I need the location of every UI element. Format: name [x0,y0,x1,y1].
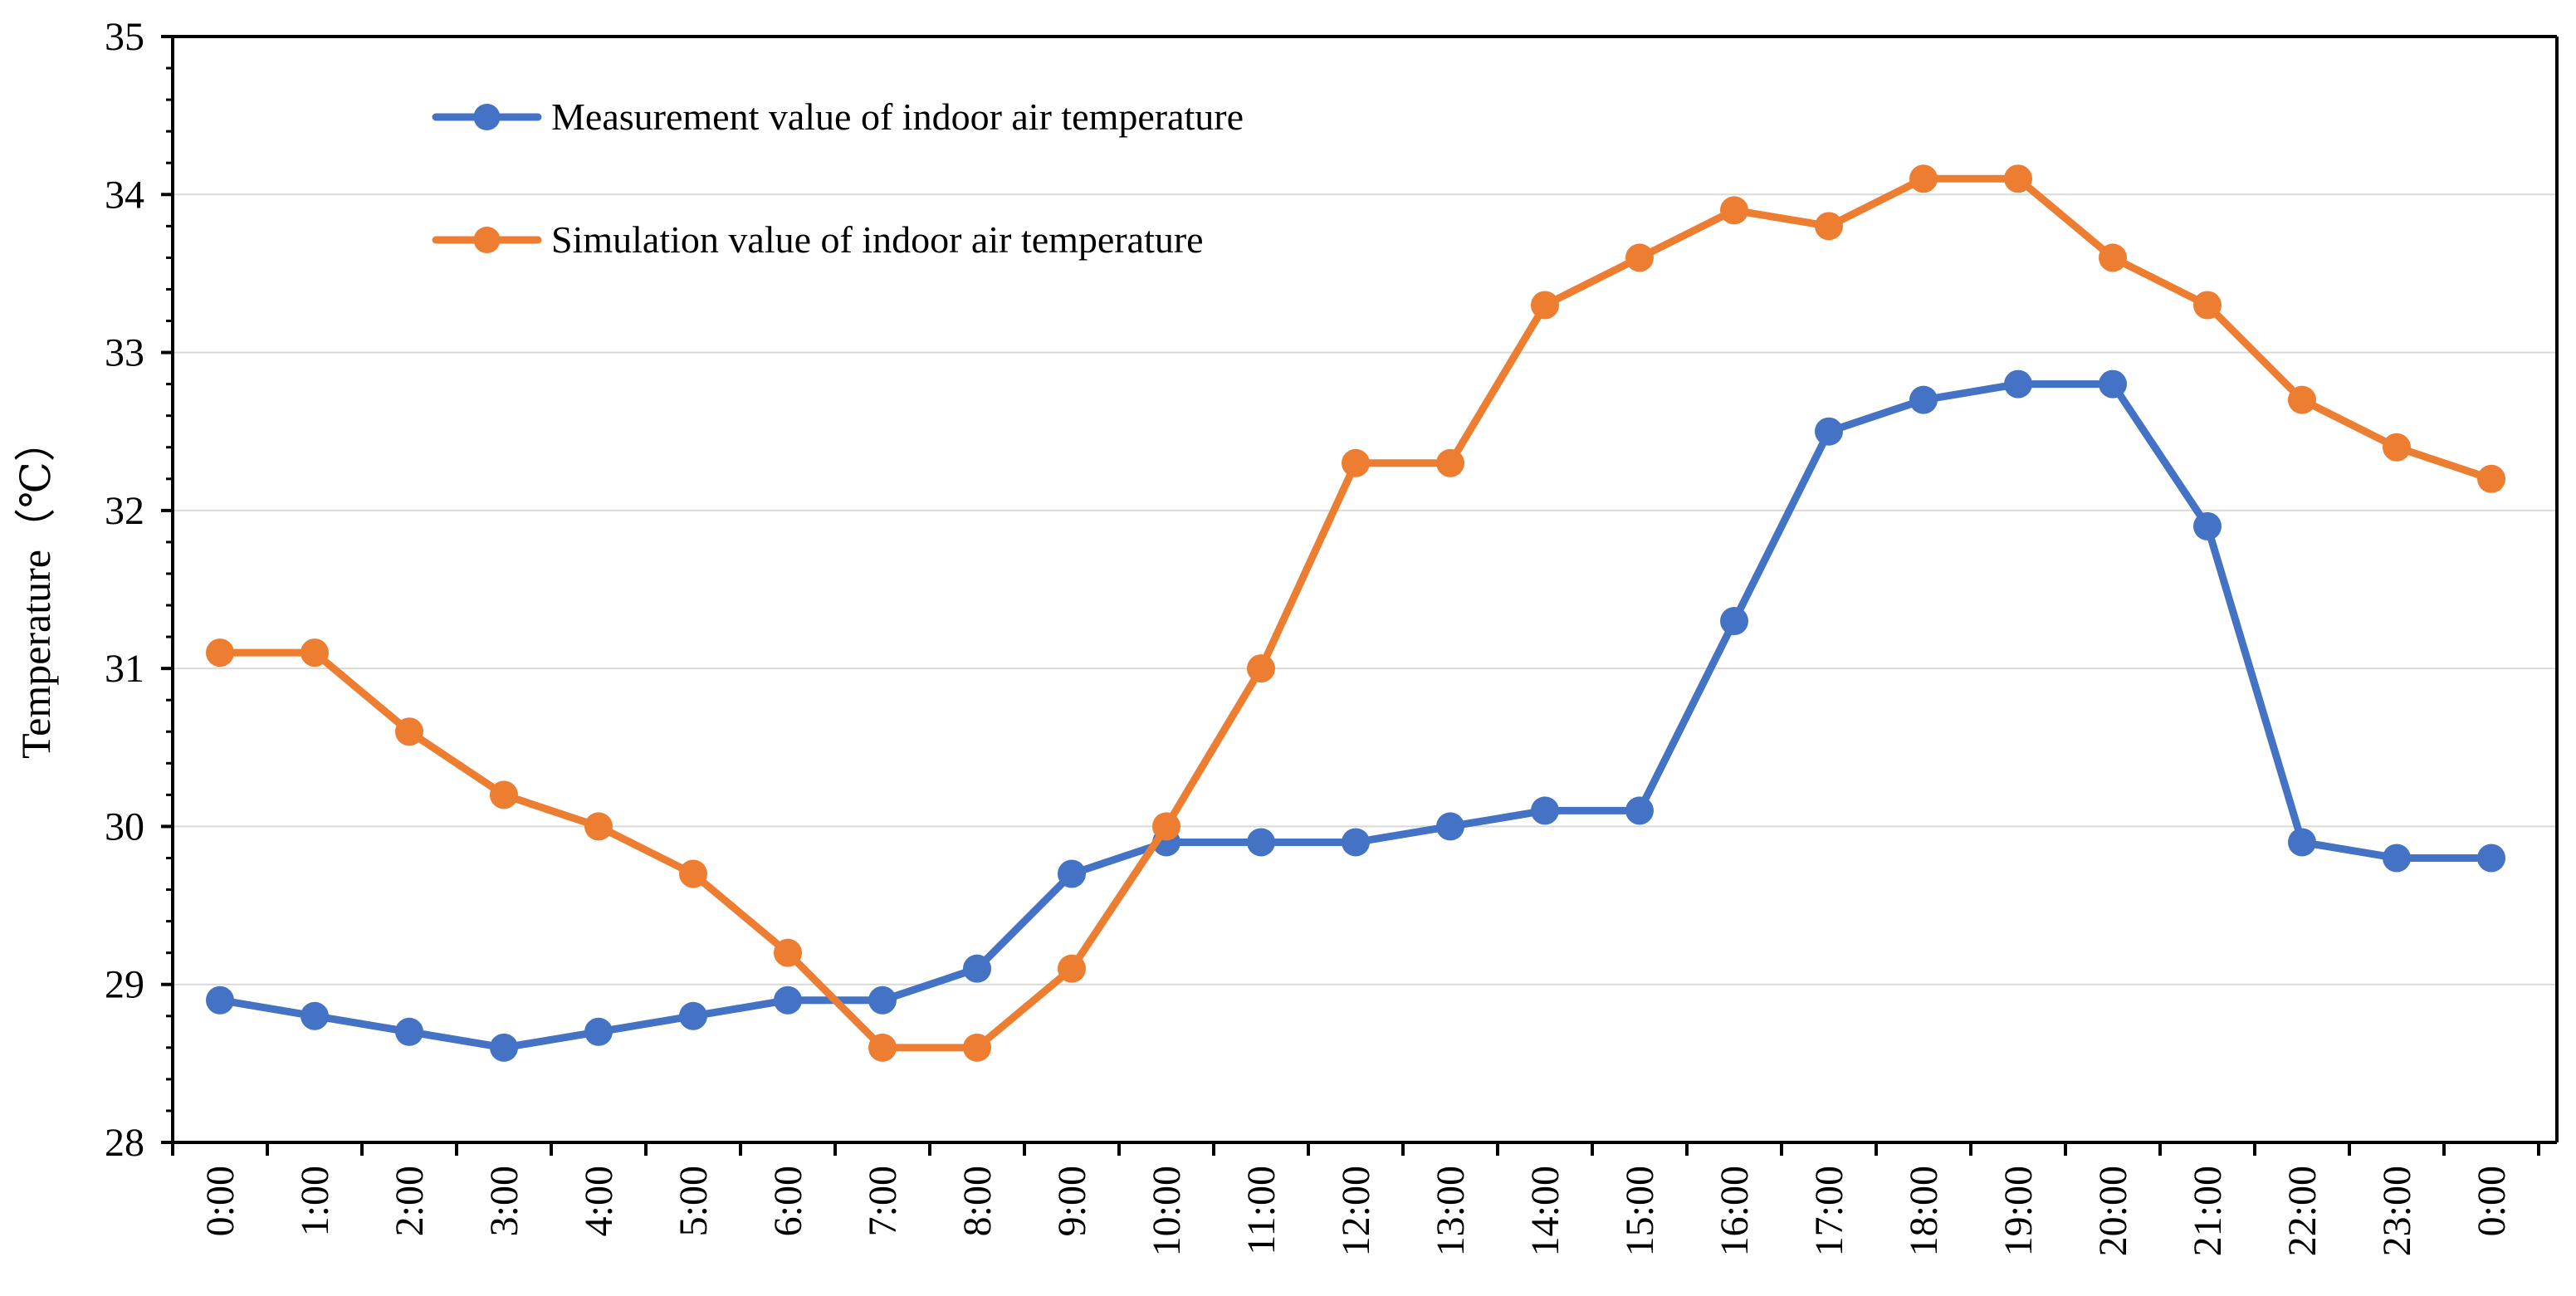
data-point [2477,464,2505,493]
data-point [679,859,707,888]
data-point [584,812,613,841]
series-line [216,380,2495,1052]
data-point [963,1033,991,1062]
x-tick-label: 16:00 [1713,1166,1757,1256]
data-point [1152,812,1180,841]
legend-marker [473,104,501,130]
x-tick-label: 18:00 [1902,1166,1946,1256]
data-point [1815,212,1843,241]
data-point [395,1017,423,1046]
legend: Measurement value of indoor air temperat… [432,95,1244,261]
x-tick-label: 17:00 [1807,1166,1851,1256]
x-tick-label: 1:00 [293,1166,337,1236]
x-tick-label: 0:00 [2470,1166,2514,1236]
data-point [2004,369,2032,399]
y-tick-label: 30 [105,804,144,849]
data-point [584,1017,613,1046]
data-point [301,638,329,668]
series-lines [206,164,2505,1062]
x-tick-label: 13:00 [1429,1166,1473,1256]
data-point [490,780,518,809]
x-tick-label: 5:00 [672,1166,716,1236]
x-tick-label: 15:00 [1618,1166,1662,1256]
data-point [868,985,897,1015]
x-tick-label: 22:00 [2280,1166,2324,1256]
x-tick-label: 10:00 [1145,1166,1189,1256]
legend-label: Simulation value of indoor air temperatu… [551,218,1204,261]
y-tick-label: 28 [105,1121,144,1165]
data-point [395,717,423,746]
data-point [206,638,234,668]
data-point [868,1033,897,1062]
legend-label: Measurement value of indoor air temperat… [551,95,1244,138]
y-tick-label: 34 [105,173,144,217]
x-tick-label: 20:00 [2091,1166,2135,1256]
data-point [2099,243,2127,272]
data-point [206,985,234,1015]
x-tick-label: 19:00 [1997,1166,2041,1256]
data-point [774,985,802,1015]
data-point [1625,796,1654,825]
x-tick-label: 12:00 [1334,1166,1378,1256]
x-tick-label: 6:00 [766,1166,810,1236]
data-point [2193,291,2222,320]
data-point [1247,828,1275,857]
x-tick-label: 9:00 [1050,1166,1094,1236]
x-tick-label: 3:00 [482,1166,526,1236]
x-tick-label: 8:00 [956,1166,1000,1236]
series-2 [206,164,2505,1062]
y-axis-title: Temperature（℃） [12,420,59,759]
data-point [2004,164,2032,193]
data-point [963,954,991,983]
x-tick-label: 2:00 [388,1166,432,1236]
axes: 28 29 30 31 32 33 34 35 0:00 1:00 2:00 3:00 4:00 5:00… [12,15,2559,1256]
x-tick-label: 11:00 [1239,1166,1283,1255]
data-point [301,1001,329,1030]
data-point [1342,828,1370,857]
data-point [2288,385,2316,414]
series-1 [206,369,2505,1062]
data-point [1531,291,1559,320]
y-tick-label: 31 [105,647,144,691]
x-tick-label: 4:00 [577,1166,621,1236]
x-tick-label: 21:00 [2186,1166,2230,1256]
x-tick-label: 14:00 [1523,1166,1567,1256]
y-tick-label: 35 [105,15,144,59]
x-tick-label: 23:00 [2375,1166,2419,1256]
data-point [1909,385,1938,414]
data-point [2193,511,2222,540]
data-point [1247,654,1275,683]
legend-marker [473,227,501,253]
data-point [1058,954,1086,983]
legend-entry-2: Simulation value of indoor air temperatu… [432,218,1204,261]
data-point [2383,844,2411,873]
data-point [1625,243,1654,272]
data-point [1058,859,1086,888]
data-point [1909,164,1938,193]
data-point [1342,448,1370,477]
data-point [1815,417,1843,446]
data-point [2383,433,2411,462]
data-point [679,1001,707,1030]
data-point [490,1033,518,1062]
y-tick-label: 33 [105,331,144,375]
data-point [1720,607,1748,636]
data-point [1436,448,1464,477]
data-point [2477,844,2505,873]
data-point [1531,796,1559,825]
data-point [774,938,802,967]
data-point [2099,369,2127,399]
data-point [1436,812,1464,841]
y-tick-label: 32 [105,489,144,533]
x-tick-label: 7:00 [861,1166,905,1236]
x-tick-label: 0:00 [198,1166,242,1236]
data-point [1720,196,1748,225]
legend-entry-1: Measurement value of indoor air temperat… [432,95,1244,138]
series-line [216,174,2495,1052]
data-point [2288,828,2316,857]
y-tick-label: 29 [105,963,144,1007]
